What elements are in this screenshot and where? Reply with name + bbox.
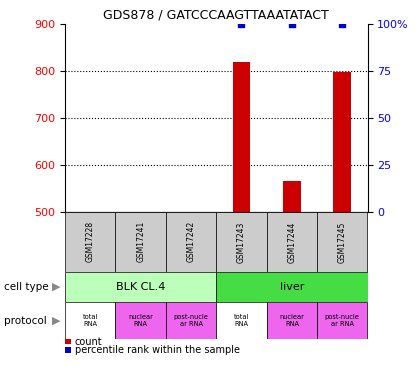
Bar <box>65 302 116 339</box>
Point <box>238 21 245 27</box>
Bar <box>267 302 317 339</box>
Bar <box>317 212 368 272</box>
Bar <box>166 212 216 272</box>
Bar <box>116 302 166 339</box>
Text: GSM17243: GSM17243 <box>237 221 246 262</box>
Text: protocol: protocol <box>4 316 47 326</box>
Text: GSM17241: GSM17241 <box>136 221 145 262</box>
Bar <box>333 72 351 212</box>
Bar <box>233 62 250 212</box>
Bar <box>267 212 317 272</box>
Text: GSM17228: GSM17228 <box>86 221 95 262</box>
Text: GSM17242: GSM17242 <box>186 221 196 262</box>
Text: percentile rank within the sample: percentile rank within the sample <box>75 345 240 355</box>
Bar <box>166 302 216 339</box>
Text: cell type: cell type <box>4 282 49 292</box>
Text: GSM17244: GSM17244 <box>287 221 297 262</box>
Point <box>339 21 346 27</box>
Text: BLK CL.4: BLK CL.4 <box>116 282 165 292</box>
Text: post-nucle
ar RNA: post-nucle ar RNA <box>173 314 209 327</box>
Text: total
RNA: total RNA <box>83 314 98 327</box>
Bar <box>65 212 116 272</box>
Text: post-nucle
ar RNA: post-nucle ar RNA <box>325 314 360 327</box>
Text: total
RNA: total RNA <box>234 314 249 327</box>
Bar <box>216 212 267 272</box>
Bar <box>116 212 166 272</box>
Title: GDS878 / GATCCCAAGTTAAATATACT: GDS878 / GATCCCAAGTTAAATATACT <box>103 9 329 22</box>
Text: ▶: ▶ <box>52 316 61 326</box>
Bar <box>283 182 301 212</box>
Text: count: count <box>75 336 102 346</box>
Text: ▶: ▶ <box>52 282 61 292</box>
Bar <box>65 272 216 302</box>
Bar <box>216 302 267 339</box>
Text: nuclear
RNA: nuclear RNA <box>128 314 153 327</box>
Bar <box>216 272 368 302</box>
Text: GSM17245: GSM17245 <box>338 221 347 262</box>
Point <box>289 21 295 27</box>
Text: liver: liver <box>280 282 304 292</box>
Text: nuclear
RNA: nuclear RNA <box>279 314 304 327</box>
Bar <box>317 302 368 339</box>
